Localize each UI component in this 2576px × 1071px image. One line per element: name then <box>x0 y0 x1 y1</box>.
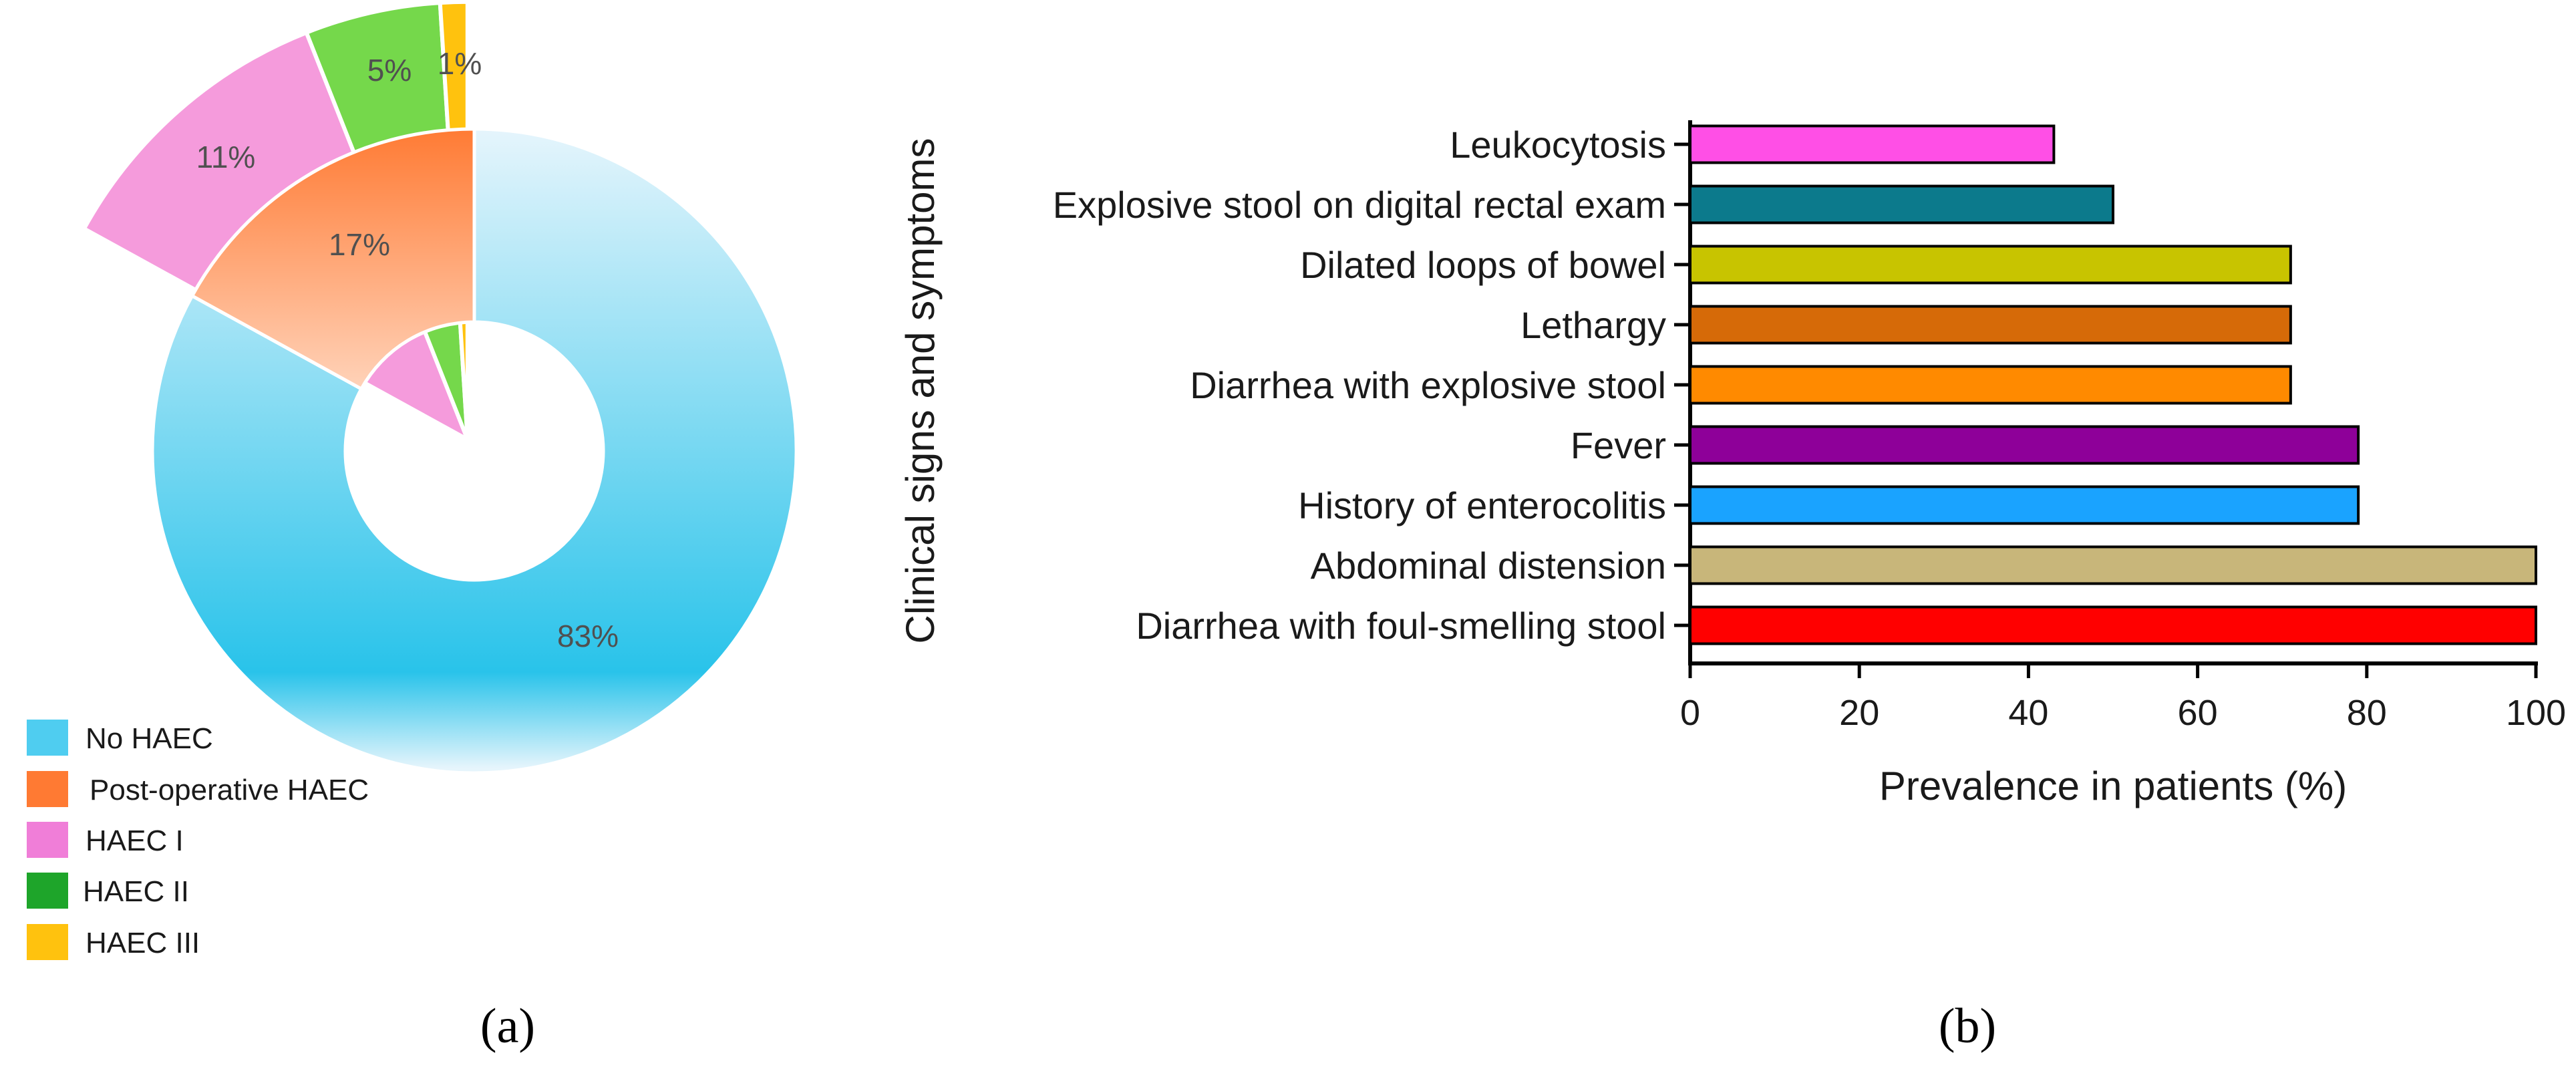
x-tick-label: 40 <box>2008 693 2048 733</box>
bar-leukocytosis <box>1689 124 2056 164</box>
y-axis-title: Clinical signs and symptoms <box>898 138 943 644</box>
bar-explosive-stool-on-digital-rectal-exam <box>1689 184 2114 224</box>
legend-label-haec-ii: HAEC II <box>83 875 189 908</box>
legend-swatch-haec-iii <box>27 924 68 960</box>
x-tick-label: 80 <box>2347 693 2387 733</box>
x-tick-label: 100 <box>2506 693 2566 733</box>
y-tick-label-history-of-enterocolitis: History of enterocolitis <box>1298 484 1666 526</box>
bar-diarrhea-with-foul-smelling-stool <box>1689 605 2537 645</box>
donut-chart: 83% 17% 11% 5% 1% <box>81 0 798 775</box>
legend-swatch-post-operative-haec <box>27 771 68 807</box>
bar-diarrhea-with-explosive-stool <box>1689 365 2292 405</box>
bar-history-of-enterocolitis <box>1689 485 2360 525</box>
y-tick-label-leukocytosis: Leukocytosis <box>1450 124 1666 166</box>
bar-dilated-loops-of-bowel <box>1689 245 2292 285</box>
legend-swatch-haec-ii <box>27 873 68 909</box>
x-tick-label: 20 <box>1839 693 1879 733</box>
legend-label-no-haec: No HAEC <box>86 722 213 755</box>
x-tick-label: 60 <box>2178 693 2218 733</box>
y-tick-label-fever: Fever <box>1571 424 1666 466</box>
panel-a-label: (a) <box>480 999 535 1054</box>
x-axis-title: Prevalence in patients (%) <box>1879 764 2347 808</box>
pie-data-label-haec-i: 11% <box>196 140 256 174</box>
bar-abdominal-distension <box>1689 545 2537 585</box>
pie-data-label-no-haec: 83% <box>557 619 619 653</box>
pie-data-label-haec-iii: 1% <box>438 46 482 81</box>
pie-slice-post-operative-haec-overlay <box>190 127 476 392</box>
y-tick-label-diarrhea-with-explosive-stool: Diarrhea with explosive stool <box>1190 364 1666 406</box>
x-tick-label: 0 <box>1680 693 1700 733</box>
legend-swatch-haec-i <box>27 822 68 858</box>
legend-label-haec-iii: HAEC III <box>86 927 200 959</box>
y-tick-label-explosive-stool-on-digital-rectal-exam: Explosive stool on digital rectal exam <box>1053 184 1666 226</box>
bar-lethargy <box>1689 305 2292 345</box>
y-tick-label-abdominal-distension: Abdominal distension <box>1311 545 1666 587</box>
panel-b-label: (b) <box>1939 999 1996 1054</box>
y-tick-label-dilated-loops-of-bowel: Dilated loops of bowel <box>1300 244 1666 286</box>
legend-label-post-operative-haec: Post-operative HAEC <box>90 774 369 806</box>
y-tick-label-lethargy: Lethargy <box>1520 304 1666 346</box>
pie-data-label-post-operative-haec: 17% <box>329 227 390 262</box>
y-tick-label-diarrhea-with-foul-smelling-stool: Diarrhea with foul-smelling stool <box>1136 605 1666 647</box>
pie-slice-no-haec <box>150 127 798 775</box>
pie-data-label-haec-ii: 5% <box>367 53 412 88</box>
legend-label-haec-i: HAEC I <box>86 824 184 857</box>
bar-chart: 0 20 40 60 80 100 Leukocytosis Explosive stool … <box>898 120 2566 808</box>
bar-fever <box>1689 425 2360 465</box>
legend-swatch-no-haec <box>27 720 68 756</box>
pie-legend: No HAEC Post-operative HAEC HAEC I HAEC II H… <box>27 720 369 960</box>
